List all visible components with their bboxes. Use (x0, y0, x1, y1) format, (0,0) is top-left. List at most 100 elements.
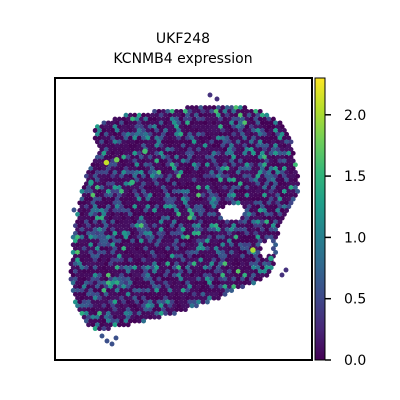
tissue-spot (266, 162, 272, 168)
tissue-spot (189, 280, 195, 286)
tissue-spot (242, 280, 248, 286)
tissue-spot (114, 135, 120, 141)
tissue-spot (99, 139, 105, 145)
tissue-spot (94, 299, 100, 305)
tissue-spot (215, 105, 221, 111)
tissue-spot (273, 135, 279, 141)
tissue-spot (222, 131, 228, 137)
tissue-spot (158, 234, 164, 240)
tissue-spot (88, 265, 94, 271)
tissue-spot (145, 211, 151, 217)
tissue-spot (200, 223, 206, 229)
tissue-spot (204, 246, 210, 252)
tissue-spot (202, 234, 208, 240)
tissue-spot (185, 204, 191, 210)
high-expression-spot (88, 179, 94, 186)
tissue-spot (237, 257, 243, 263)
tissue-spot (112, 162, 118, 168)
tissue-spot (185, 143, 191, 149)
tissue-spot (134, 246, 140, 252)
tissue-spot (165, 116, 171, 122)
tissue-spot (165, 177, 171, 183)
tissue-spot (83, 204, 89, 210)
tissue-spot (235, 162, 241, 168)
tissue-spot (88, 249, 94, 255)
tissue-spot (130, 299, 136, 305)
tissue-spot (112, 284, 118, 290)
tissue-spot (277, 204, 283, 210)
tissue-spot (251, 272, 257, 278)
tissue-spot (70, 257, 76, 263)
tissue-spot (204, 269, 210, 274)
tissue-spot (154, 234, 160, 240)
tissue-spot (275, 208, 281, 213)
tissue-spot (114, 227, 120, 233)
tissue-spot (156, 139, 162, 145)
tissue-spot (103, 200, 109, 206)
tissue-spot (134, 208, 140, 213)
tissue-spot (92, 318, 98, 324)
tissue-spot (176, 196, 182, 202)
tissue-spot (268, 227, 274, 233)
tissue-spot (105, 326, 111, 332)
tissue-spot (246, 234, 252, 240)
tissue-spot (191, 162, 197, 168)
tissue-spot (99, 223, 105, 229)
tissue-spot (220, 272, 226, 278)
tissue-spot (202, 265, 208, 271)
tissue-spot (187, 131, 193, 137)
tissue-spot (220, 249, 226, 255)
tissue-spot (90, 230, 96, 236)
tissue-spot (77, 307, 83, 313)
tissue-spot (226, 116, 232, 122)
tissue-spot (268, 166, 274, 172)
tissue-spot (154, 265, 160, 271)
tissue-spot (130, 246, 136, 252)
tissue-spot (121, 299, 127, 305)
tissue-spot (145, 135, 151, 141)
tissue-spot (97, 204, 103, 210)
tissue-spot (90, 253, 96, 259)
tissue-spot (185, 173, 191, 179)
tissue-spot (160, 215, 166, 221)
tissue-spot (112, 261, 118, 267)
tissue-spot (136, 135, 142, 141)
tissue-spot (125, 276, 131, 282)
tissue-spot (204, 200, 210, 206)
tissue-spot (127, 303, 133, 309)
tissue-spot (112, 314, 118, 320)
tissue-spot (235, 147, 241, 152)
tissue-spot (134, 215, 140, 221)
tissue-spot (229, 112, 235, 118)
tissue-spot (114, 128, 120, 133)
tissue-spot (255, 128, 261, 133)
tissue-spot (103, 238, 109, 244)
tissue-spot (79, 234, 85, 240)
tissue-spot (138, 215, 144, 221)
tissue-spot (156, 131, 162, 137)
tissue-spot (229, 158, 235, 164)
tissue-spot (275, 139, 281, 145)
tissue-spot (97, 295, 103, 301)
tissue-spot (94, 124, 100, 130)
tissue-spot (86, 299, 92, 305)
tissue-spot (116, 322, 122, 328)
tissue-spot (224, 188, 230, 194)
tissue-spot (108, 261, 114, 267)
tissue-spot (229, 257, 235, 263)
tissue-spot (101, 150, 107, 156)
tissue-spot (193, 265, 199, 271)
tissue-spot (163, 173, 169, 179)
tissue-spot (275, 200, 281, 206)
tissue-spot (121, 238, 127, 244)
tissue-spot (86, 269, 92, 274)
tissue-spot (257, 269, 263, 274)
tissue-spot (132, 310, 138, 316)
tissue-spot (112, 192, 118, 198)
tissue-spot (189, 166, 195, 172)
tissue-spot (187, 246, 193, 252)
tissue-spot (253, 192, 259, 198)
tissue-spot (178, 192, 184, 198)
tissue-spot (171, 295, 177, 301)
tissue-spot (257, 215, 263, 221)
